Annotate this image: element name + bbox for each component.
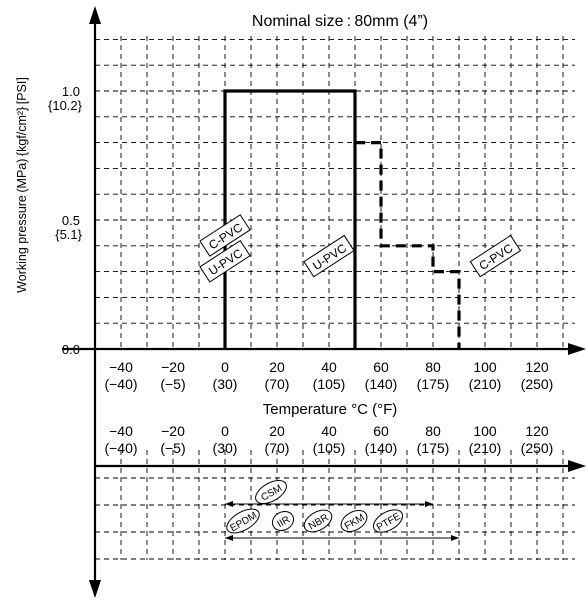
x-tick-label-f: (30)	[213, 376, 238, 392]
x-tick-label-c: −40	[109, 359, 133, 375]
x-tick-label-f-lower: (140)	[365, 440, 398, 456]
x-tick-label-f: (140)	[365, 376, 398, 392]
y-axis-arrow-down	[89, 580, 101, 598]
material-badge-nbr: NBR	[303, 509, 333, 533]
x-tick-label-c-lower: 60	[373, 423, 389, 439]
y-axis-label: Working pressure (MPa) {kgf/cm²} [PSI]	[15, 77, 29, 293]
x-tick-label-f: (175)	[417, 376, 450, 392]
x-tick-label-c: 40	[321, 359, 337, 375]
series-label-box	[199, 214, 251, 257]
x-tick-label-c-lower: 20	[269, 423, 285, 439]
material-badge-outline	[372, 509, 404, 533]
y-tick-label: 0.0	[62, 342, 80, 357]
chart-grid	[95, 36, 575, 560]
y-tick-sublabel: {10.2}	[48, 98, 83, 113]
series-label-box	[199, 239, 251, 283]
x-tick-label-c-lower: 40	[321, 423, 337, 439]
x-tick-label-c-lower: 0	[221, 423, 229, 439]
x-tick-label-f-lower: (175)	[417, 440, 450, 456]
x-tick-label-f: (210)	[469, 376, 502, 392]
material-badge-iir: IIR	[271, 510, 295, 532]
material-badge-outline	[226, 508, 260, 534]
x-tick-label-f-lower: (−5)	[160, 440, 185, 456]
upper-range-arrow-left	[225, 501, 233, 507]
x-tick-label-f-lower: (210)	[469, 440, 502, 456]
x-tick-label-f-lower: (70)	[265, 440, 290, 456]
upper-range-arrow-right	[425, 501, 433, 507]
x-tick-label-c-lower: 80	[425, 423, 441, 439]
x-axis-arrow	[568, 343, 586, 355]
material-badge-outline	[271, 510, 295, 532]
x-tick-label-f: (250)	[521, 376, 554, 392]
chart-title: Nominal size : 80mm (4”)	[252, 13, 428, 30]
series-line-u-pvc	[223, 89, 357, 349]
x-tick-label-c-lower: 100	[473, 423, 497, 439]
lower-range-arrow-right	[451, 535, 459, 541]
lower-range-arrow-left	[225, 535, 233, 541]
material-badge-outline	[303, 509, 333, 533]
x-tick-label-c: 20	[269, 359, 285, 375]
y-axis-arrow-up	[89, 6, 101, 24]
y-tick-sublabel: {5.1}	[55, 227, 82, 242]
x-tick-label-f-lower: (105)	[313, 440, 346, 456]
series-label-box	[303, 234, 355, 278]
material-badge-outline	[340, 510, 368, 532]
x-tick-label-f: (105)	[313, 376, 346, 392]
series-label-c-pvc: C-PVC	[469, 234, 522, 278]
x-axis-label: Temperature °C (°F)	[263, 401, 398, 418]
chart-series	[223, 89, 461, 349]
series-label-box	[469, 234, 522, 278]
x-tick-label-f: (−5)	[160, 376, 185, 392]
y-tick-label: 0.5	[62, 213, 80, 228]
series-line-c-pvc	[355, 141, 461, 349]
x-tick-label-c: 60	[373, 359, 389, 375]
y-tick-label: 1.0	[62, 84, 80, 99]
x-tick-label-f-lower: (30)	[213, 440, 238, 456]
material-badge-fkm: FKM	[340, 510, 368, 532]
x-tick-label-f-lower: (−40)	[104, 440, 137, 456]
x-tick-label-c-lower: −40	[109, 423, 133, 439]
material-badge-csm: CSM	[255, 479, 287, 505]
x-tick-label-c: 0	[221, 359, 229, 375]
chart-axes: 1.0{10.2}0.5{5.1}0.0−40(−40)−40(−40)−20(…	[48, 6, 586, 598]
material-badge-epdm: EPDM	[226, 508, 260, 534]
x-tick-label-c: 120	[525, 359, 549, 375]
x-tick-label-c: 80	[425, 359, 441, 375]
x-tick-label-c: −20	[161, 359, 185, 375]
material-axis-arrow	[568, 460, 586, 472]
x-tick-label-c: 100	[473, 359, 497, 375]
x-tick-label-f: (70)	[265, 376, 290, 392]
x-tick-label-c-lower: −20	[161, 423, 185, 439]
x-tick-label-c-lower: 120	[525, 423, 549, 439]
material-badge-outline	[255, 479, 287, 505]
x-tick-label-f-lower: (250)	[521, 440, 554, 456]
x-tick-label-f: (−40)	[104, 376, 137, 392]
